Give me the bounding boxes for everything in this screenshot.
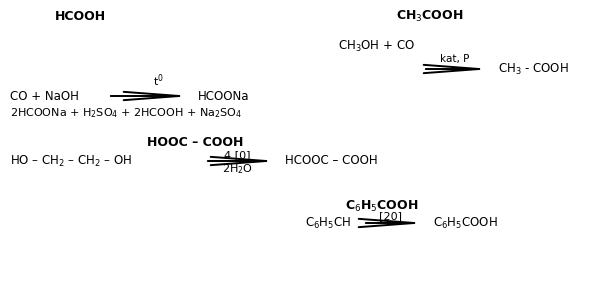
Text: C$_6$H$_5$COOH: C$_6$H$_5$COOH xyxy=(346,198,419,214)
Text: HCOOC – COOH: HCOOC – COOH xyxy=(285,155,377,168)
Text: HCOONa: HCOONa xyxy=(198,90,250,102)
Text: [20]: [20] xyxy=(379,211,401,221)
Text: CH$_3$ - COOH: CH$_3$ - COOH xyxy=(498,61,569,77)
Text: C$_6$H$_5$COOH: C$_6$H$_5$COOH xyxy=(433,215,498,230)
Text: HO – CH$_2$ – CH$_2$ – OH: HO – CH$_2$ – CH$_2$ – OH xyxy=(10,153,133,168)
Text: CO + NaOH: CO + NaOH xyxy=(10,90,79,102)
Text: 2HCOONa + H$_2$SO$_4$ + 2HCOOH + Na$_2$SO$_4$: 2HCOONa + H$_2$SO$_4$ + 2HCOOH + Na$_2$S… xyxy=(10,106,242,120)
Text: 4 [0]: 4 [0] xyxy=(224,150,250,160)
Text: CH$_3$COOH: CH$_3$COOH xyxy=(397,8,464,24)
Text: t$^0$: t$^0$ xyxy=(152,73,163,89)
Text: 2H$_2$O: 2H$_2$O xyxy=(221,162,253,176)
Text: kat, P: kat, P xyxy=(440,54,470,64)
Text: C$_6$H$_5$CH: C$_6$H$_5$CH xyxy=(305,215,351,230)
Text: HCOOH: HCOOH xyxy=(55,10,106,22)
Text: CH$_3$OH + CO: CH$_3$OH + CO xyxy=(338,38,415,54)
Text: HOOC – COOH: HOOC – COOH xyxy=(147,136,243,150)
